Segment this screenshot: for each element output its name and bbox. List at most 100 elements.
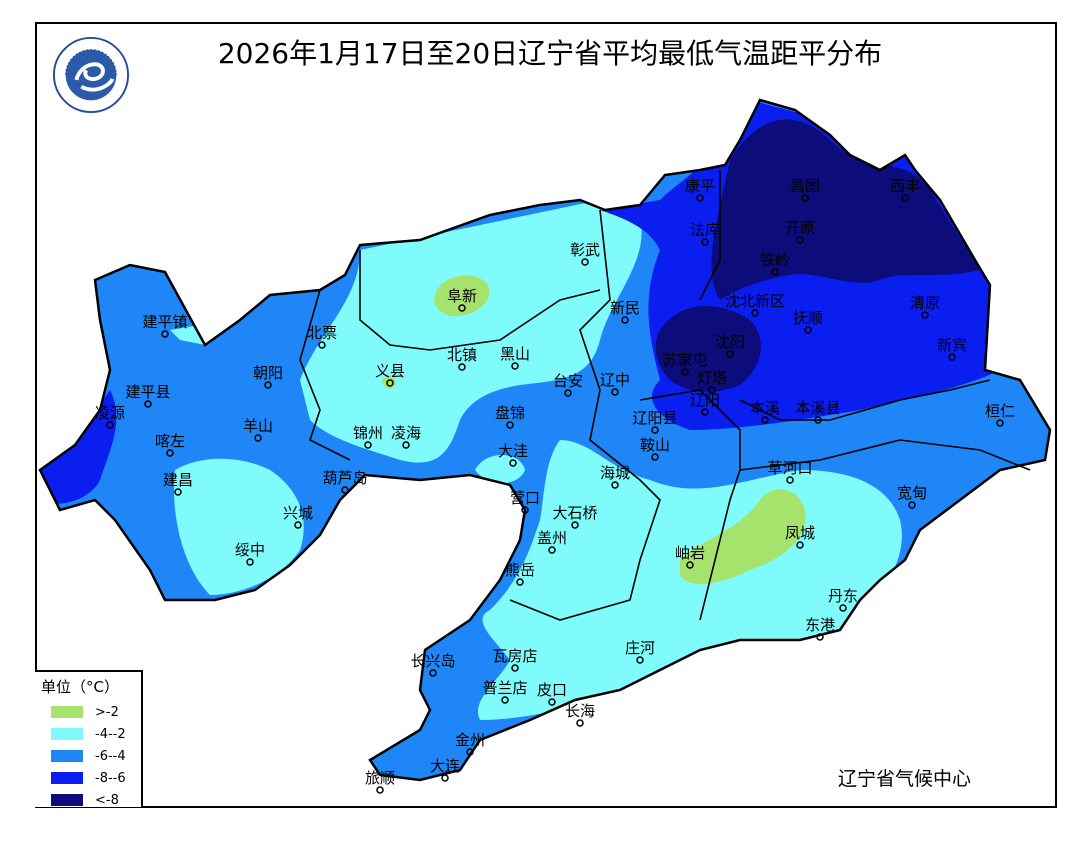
city-dot bbox=[516, 578, 524, 586]
city-dot bbox=[701, 238, 709, 246]
city-marker: 辽阳县 bbox=[632, 409, 678, 434]
city-dot bbox=[581, 258, 589, 266]
city-label: 鞍山 bbox=[640, 436, 670, 454]
city-label: 锦州 bbox=[353, 424, 383, 442]
city-label: 羊山 bbox=[243, 417, 273, 435]
zone-4-2-dawa bbox=[475, 455, 525, 484]
city-dot bbox=[341, 486, 349, 494]
city-label: 桓仁 bbox=[985, 402, 1015, 420]
city-label: 盘锦 bbox=[495, 404, 525, 422]
city-dot bbox=[839, 604, 847, 612]
city-label: 抚顺 bbox=[793, 309, 823, 327]
city-label: 宽甸 bbox=[897, 484, 927, 502]
city-dot bbox=[901, 194, 909, 202]
city-label: 黑山 bbox=[500, 345, 530, 363]
city-label: 苏家屯 bbox=[662, 351, 707, 369]
city-marker: 台安 bbox=[553, 372, 583, 397]
city-marker: 阜新 bbox=[447, 287, 477, 312]
city-marker: 清原 bbox=[910, 294, 940, 319]
city-dot bbox=[726, 350, 734, 358]
legend-item: <-8 bbox=[41, 789, 135, 811]
map-title: 2026年1月17日至20日辽宁省平均最低气温距平分布 bbox=[217, 37, 883, 70]
legend-item: >-2 bbox=[41, 701, 135, 723]
city-label: 喀左 bbox=[155, 432, 185, 450]
city-dot bbox=[611, 388, 619, 396]
city-marker: 普兰店 bbox=[482, 679, 528, 704]
city-label: 大连 bbox=[430, 757, 460, 775]
city-marker: 西丰 bbox=[890, 177, 920, 202]
city-label: 新民 bbox=[610, 299, 640, 317]
legend-label: -8--6 bbox=[95, 770, 126, 786]
city-marker: 黑山 bbox=[500, 345, 530, 370]
city-dot bbox=[786, 476, 794, 484]
city-dot bbox=[501, 696, 509, 704]
city-label: 清原 bbox=[910, 294, 940, 312]
city-label: 康平 bbox=[685, 177, 715, 195]
city-dot bbox=[611, 481, 619, 489]
legend-swatch bbox=[51, 750, 83, 762]
city-dot bbox=[681, 368, 689, 376]
city-marker: 金州 bbox=[455, 731, 485, 756]
city-dot bbox=[429, 669, 437, 677]
boundary-line bbox=[699, 170, 721, 301]
city-dot bbox=[771, 268, 779, 276]
city-label: 台安 bbox=[553, 372, 583, 390]
city-dot bbox=[921, 311, 929, 319]
city-marker: 草河口 bbox=[767, 459, 813, 484]
province-boundary bbox=[38, 98, 1052, 782]
city-marker: 营口 bbox=[510, 489, 540, 514]
legend: 单位（°C） >-2 -4--2 -6--4 -8--6 <-8 bbox=[35, 670, 143, 808]
city-dot bbox=[548, 546, 556, 554]
legend-item: -6--4 bbox=[41, 745, 135, 767]
city-dot bbox=[161, 330, 169, 338]
city-marker: 大洼 bbox=[498, 442, 528, 467]
city-dot bbox=[174, 488, 182, 496]
city-label: 义县 bbox=[375, 362, 405, 380]
city-dot bbox=[318, 341, 326, 349]
legend-item: -4--2 bbox=[41, 723, 135, 745]
city-dot bbox=[708, 386, 716, 394]
city-marker: 彰武 bbox=[570, 241, 600, 266]
city-marker: 东港 bbox=[805, 616, 835, 641]
city-marker: 康平 bbox=[685, 177, 715, 202]
city-dot bbox=[458, 304, 466, 312]
city-label: 辽阳 bbox=[690, 391, 720, 409]
boundary-line bbox=[739, 439, 1031, 471]
city-dot bbox=[696, 194, 704, 202]
city-dot bbox=[804, 326, 812, 334]
city-marker: 丹东 bbox=[828, 587, 858, 612]
city-dot bbox=[576, 719, 584, 727]
city-marker: 旅顺 bbox=[365, 769, 395, 794]
city-marker: 庄河 bbox=[625, 639, 655, 664]
zone-gt-2-xiuyan-fengcheng bbox=[680, 489, 806, 585]
credit-text: 辽宁省气候中心 bbox=[838, 768, 972, 790]
city-boundaries bbox=[299, 170, 1031, 621]
city-marker: 盖州 bbox=[537, 529, 567, 554]
zone-4-2-suizhong bbox=[174, 458, 304, 595]
city-dot bbox=[796, 541, 804, 549]
city-label: 绥中 bbox=[235, 541, 265, 559]
city-marker: 熊岳 bbox=[505, 561, 535, 586]
city-label: 草河口 bbox=[767, 459, 812, 477]
city-dot bbox=[441, 774, 449, 782]
city-dot bbox=[636, 656, 644, 664]
city-dot bbox=[521, 506, 529, 514]
city-label: 营口 bbox=[510, 489, 540, 507]
city-dot bbox=[761, 416, 769, 424]
legend-swatch bbox=[51, 706, 83, 718]
city-marker: 苏家屯 bbox=[662, 351, 708, 376]
city-dot bbox=[548, 698, 556, 706]
city-label: 庄河 bbox=[625, 639, 655, 657]
legend-swatch bbox=[51, 728, 83, 740]
city-marker: 抚顺 bbox=[793, 309, 823, 334]
city-marker: 大石桥 bbox=[552, 504, 598, 529]
city-marker: 建平县 bbox=[125, 383, 171, 408]
city-marker: 宽甸 bbox=[897, 484, 927, 509]
city-label: 旅顺 bbox=[365, 769, 395, 787]
city-marker: 凤城 bbox=[785, 524, 815, 549]
zone-gt-2-fuxin bbox=[434, 275, 490, 317]
city-marker: 开原 bbox=[785, 219, 815, 244]
city-dot bbox=[751, 309, 759, 317]
city-marker: 瓦房店 bbox=[492, 647, 538, 672]
city-dot bbox=[564, 389, 572, 397]
